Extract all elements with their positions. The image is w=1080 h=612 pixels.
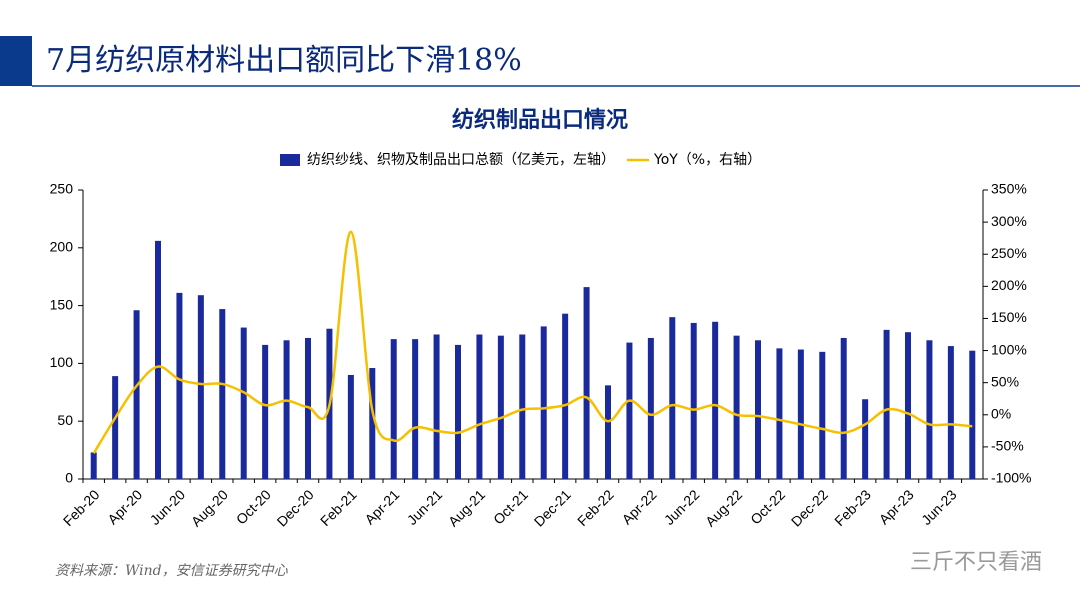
x-tick-label: Jun-23 xyxy=(918,486,960,528)
bar xyxy=(690,322,697,479)
bar xyxy=(283,340,290,479)
bar xyxy=(819,351,826,479)
x-tick-label: Dec-21 xyxy=(531,486,574,529)
x-tick-label: Apr-20 xyxy=(104,486,145,527)
bar xyxy=(583,287,590,479)
legend-label: YoY（%，右轴） xyxy=(653,152,761,168)
bar xyxy=(755,340,761,479)
y2-tick-label: 100% xyxy=(991,341,1027,357)
x-tick-label: Feb-21 xyxy=(317,486,360,529)
bar xyxy=(176,292,183,479)
x-tick-label: Aug-20 xyxy=(188,486,231,529)
bar xyxy=(969,350,976,479)
x-tick-label: Dec-20 xyxy=(274,486,317,529)
x-tick-label: Jun-20 xyxy=(147,486,189,528)
x-tick-label: Jun-21 xyxy=(404,486,446,528)
y2-tick-label: -100% xyxy=(991,470,1031,486)
bar xyxy=(840,337,847,479)
y2-tick-label: 250% xyxy=(991,245,1027,261)
y-tick-label: 100 xyxy=(50,354,74,370)
bar xyxy=(455,344,461,479)
x-tick-label: Aug-22 xyxy=(702,486,745,529)
y-tick-label: 200 xyxy=(50,239,74,255)
bar xyxy=(476,334,483,479)
bar xyxy=(412,339,419,479)
bar xyxy=(797,349,804,479)
x-tick-label: Jun-22 xyxy=(661,486,703,528)
bar xyxy=(433,334,440,479)
y-tick-label: 0 xyxy=(65,470,73,486)
source: 资料来源：Wind，安信证券研究中心 xyxy=(55,563,289,579)
bar xyxy=(862,399,869,479)
x-tick-label: Feb-23 xyxy=(831,486,874,529)
bar xyxy=(540,326,547,479)
watermark: 三斤不只看酒 xyxy=(910,550,1042,575)
bar xyxy=(733,335,740,479)
bar xyxy=(712,321,719,479)
x-tick-label: Feb-22 xyxy=(574,486,617,529)
legend-label: 纺织纱线、织物及制品出口总额（亿美元，左轴） xyxy=(307,152,615,168)
y2-tick-label: 300% xyxy=(991,213,1027,229)
x-tick-label: Feb-20 xyxy=(60,486,103,529)
bar xyxy=(155,240,161,479)
y2-tick-label: 50% xyxy=(991,373,1019,389)
bar xyxy=(305,337,311,479)
bar xyxy=(647,337,654,479)
y2-tick-label: 150% xyxy=(991,309,1027,325)
x-tick-label: Oct-22 xyxy=(747,486,788,527)
yoy-line xyxy=(92,230,973,454)
x-tick-label: Apr-23 xyxy=(876,486,917,527)
x-tick-label: Apr-21 xyxy=(361,486,402,527)
y2-tick-label: 200% xyxy=(991,277,1027,293)
bar xyxy=(347,374,354,479)
bar xyxy=(90,452,97,479)
bar xyxy=(776,348,783,479)
y-tick-label: 50 xyxy=(57,412,73,428)
bar xyxy=(240,327,247,479)
bar xyxy=(219,309,226,479)
x-tick-label: Dec-22 xyxy=(788,486,831,529)
bar xyxy=(369,368,376,479)
bar xyxy=(669,317,676,479)
x-tick-label: Oct-20 xyxy=(233,486,274,527)
x-tick-label: Aug-21 xyxy=(445,486,488,529)
bar xyxy=(905,332,911,479)
bar xyxy=(262,344,269,479)
bar xyxy=(112,376,119,479)
bar xyxy=(519,334,526,479)
bar xyxy=(133,310,140,479)
x-tick-label: Apr-22 xyxy=(619,486,660,527)
bar xyxy=(947,346,954,479)
chart-title: 纺织制品出口情况 xyxy=(452,107,628,133)
bar xyxy=(497,335,504,479)
x-tick-label: Oct-21 xyxy=(490,486,531,527)
y2-tick-label: 350% xyxy=(991,181,1027,197)
y-tick-label: 150 xyxy=(50,296,74,312)
y2-tick-label: -50% xyxy=(991,438,1024,454)
header-bar xyxy=(0,36,32,86)
y2-tick-label: 0% xyxy=(991,405,1011,421)
bar xyxy=(926,340,933,479)
bar xyxy=(562,313,569,479)
bar xyxy=(605,385,611,479)
bar xyxy=(883,329,890,479)
bar xyxy=(390,339,397,479)
bar xyxy=(197,295,204,479)
legend-swatch xyxy=(280,154,300,166)
bar xyxy=(626,342,633,479)
page-title: 7月纺织原材料出口额同比下滑18% xyxy=(46,43,522,78)
y-tick-label: 250 xyxy=(50,181,74,197)
